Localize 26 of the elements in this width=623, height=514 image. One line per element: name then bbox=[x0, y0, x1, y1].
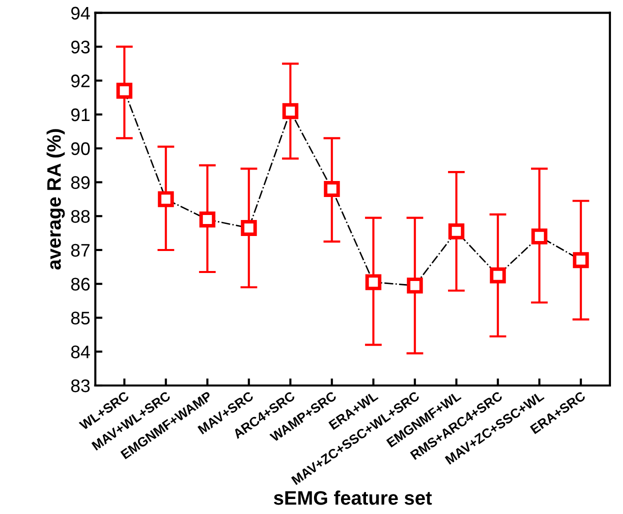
y-tick-label: 85 bbox=[71, 312, 90, 324]
point bbox=[448, 223, 464, 240]
y-tick-label: 92 bbox=[71, 74, 90, 88]
y-axis-title: average RA (%) bbox=[46, 129, 65, 270]
y-tick-label: 87 bbox=[71, 244, 90, 257]
point bbox=[158, 191, 174, 208]
y-tick-label: 86 bbox=[71, 278, 90, 291]
point bbox=[240, 220, 257, 236]
y-tick-label: 88 bbox=[71, 210, 90, 223]
y-tick-label: 94 bbox=[71, 6, 90, 20]
point bbox=[406, 278, 423, 294]
y-tick-label: 93 bbox=[71, 40, 90, 54]
point bbox=[572, 252, 589, 268]
y-tick-label: 91 bbox=[71, 108, 90, 122]
point bbox=[490, 267, 506, 284]
point bbox=[282, 103, 298, 120]
y-tick-label: 90 bbox=[71, 142, 90, 156]
point bbox=[324, 181, 340, 197]
point bbox=[365, 274, 382, 290]
y-tick-label: 83 bbox=[71, 379, 90, 392]
point bbox=[199, 212, 216, 228]
point bbox=[531, 228, 548, 244]
point bbox=[116, 82, 132, 99]
y-tick-label: 84 bbox=[71, 346, 90, 358]
x-axis-title: sEMG feature set bbox=[274, 490, 432, 505]
y-tick-label: 89 bbox=[71, 176, 90, 189]
